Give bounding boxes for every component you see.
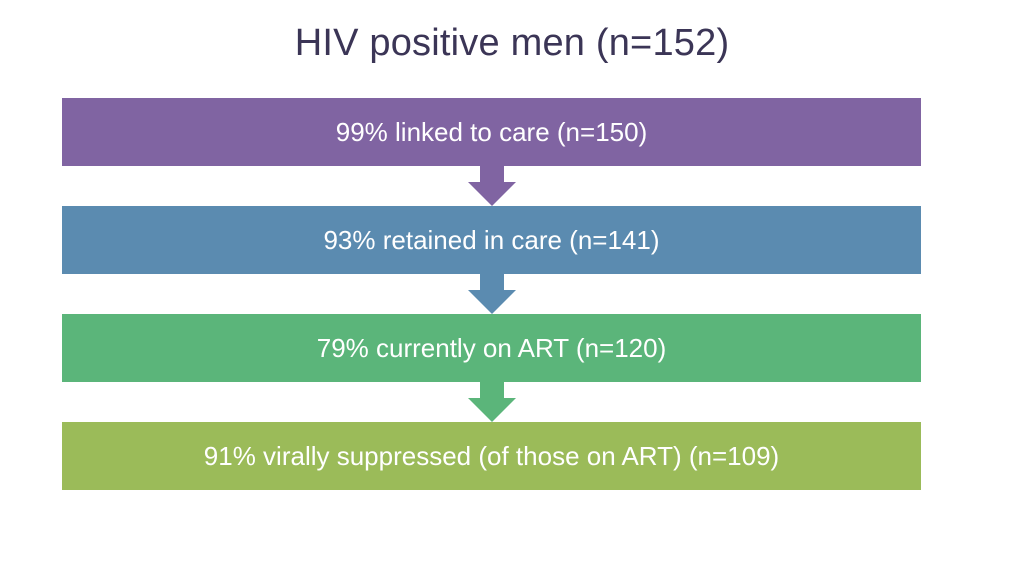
down-arrow-icon xyxy=(468,166,516,206)
step-label: 93% retained in care (n=141) xyxy=(323,224,660,255)
step-retained-in-care: 93% retained in care (n=141) xyxy=(62,206,921,274)
step-linked-to-care: 99% linked to care (n=150) xyxy=(62,98,921,166)
step-label: 91% virally suppressed (of those on ART)… xyxy=(203,440,780,471)
step-label: 79% currently on ART (n=120) xyxy=(316,332,667,363)
step-label: 99% linked to care (n=150) xyxy=(335,116,648,147)
step-on-art: 79% currently on ART (n=120) xyxy=(62,314,921,382)
down-arrow-icon xyxy=(468,382,516,422)
page-title: HIV positive men (n=152) xyxy=(294,22,730,64)
step-virally-suppressed: 91% virally suppressed (of those on ART)… xyxy=(62,422,921,490)
down-arrow-icon xyxy=(468,274,516,314)
